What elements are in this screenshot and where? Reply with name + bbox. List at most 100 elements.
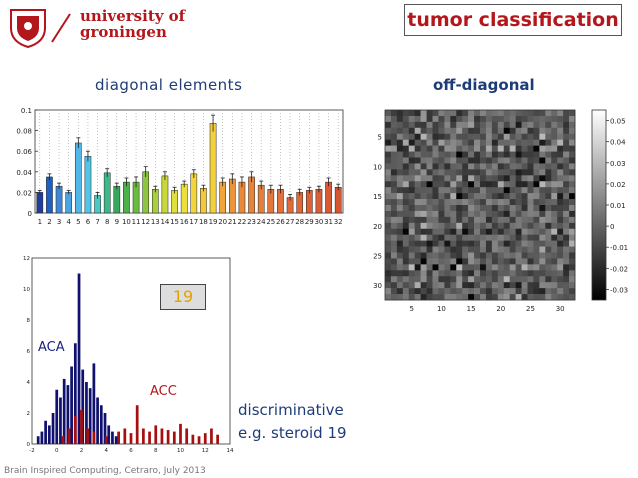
heat-cell [503,288,510,295]
heat-cell [474,246,481,253]
colorbar-tick-label: -0.02 [610,265,628,273]
heat-cell [533,193,540,200]
heat-cell [545,294,552,301]
hist-bar [81,369,85,444]
x-tick-label: 3 [57,218,61,226]
bar [171,190,178,214]
heat-cell [385,193,392,200]
heat-cell [408,181,415,188]
heat-cell [414,145,421,152]
bar [113,185,121,214]
heat-cell [539,294,546,301]
heat-cell [444,205,451,212]
x-tick-label: 0 [55,448,59,454]
heat-cell [485,282,493,289]
heat-cell [545,199,552,206]
heat-cell [420,246,427,253]
heat-cell [480,276,487,283]
heat-cell [426,181,433,188]
heat-cell [444,139,451,146]
heat-cell [485,205,493,212]
heat-cell [551,282,558,289]
hist-bar [154,425,158,444]
heat-cell [468,240,475,247]
heat-cell [515,252,522,259]
heat-cell [390,270,398,277]
heat-cell [545,210,552,218]
heat-cell [545,139,552,146]
heat-cell [426,294,433,301]
heat-cell [491,193,499,200]
heat-cell [491,294,499,301]
heat-cell [569,110,576,117]
heat-cell [557,258,564,265]
hist-bar [185,428,189,444]
heat-cell [462,157,469,164]
heat-cell [462,110,469,117]
heat-cell [414,258,421,265]
heat-cell [474,133,481,140]
heat-cell [527,175,534,182]
heat-cell [420,205,427,212]
heat-cell [497,157,505,164]
x-tick-label: 21 [228,218,237,226]
heat-cell [569,169,576,176]
heat-cell [557,121,564,129]
heat-cell [426,157,433,164]
hist-bar [203,433,207,444]
heat-cell [563,110,570,117]
colorbar-tick-label: 0.03 [610,160,626,168]
heat-cell [385,127,392,135]
heat-cell [414,193,421,200]
heat-cell [527,240,534,247]
heat-cell [521,181,528,188]
heat-cell [390,258,398,265]
heat-cell [385,163,392,170]
heat-cell [497,187,505,194]
heat-cell [414,240,421,247]
heat-cell [450,222,457,230]
heat-cell [438,139,445,146]
heat-cell [539,151,546,158]
heat-cell [468,282,475,289]
heat-cell [390,288,398,295]
hist-bar [88,388,92,444]
heat-cell [390,187,398,194]
heat-cell [450,210,457,218]
x-tick-label: 11 [132,218,141,226]
heat-cell [545,110,552,117]
heat-cell [438,282,445,289]
heat-cell [468,110,475,117]
heat-cell [497,139,505,146]
heat-cell [420,294,427,301]
heat-cell [385,133,392,140]
heat-cell [539,169,546,176]
heat-cell [491,163,499,170]
heat-cell [569,282,576,289]
heat-cell [432,115,439,123]
heat-cell [485,294,493,301]
heat-cell [497,294,505,301]
heat-cell [485,163,493,170]
heat-cell [497,252,505,259]
hist-bar [67,428,71,444]
heat-cell [527,145,534,152]
heat-cell [444,169,451,176]
heat-cell [533,258,540,265]
y-tick-label: 5 [378,134,382,142]
heat-cell [408,252,415,259]
heat-cell [385,228,392,235]
heat-cell [491,151,499,158]
heat-cell [533,205,540,212]
heat-cell [509,127,516,135]
heat-cell [521,187,528,194]
heat-cell [438,234,445,241]
highlight-badge: 19 [160,284,206,310]
heat-cell [521,157,528,164]
x-tick-label: 26 [276,218,285,226]
x-tick-label: 20 [496,305,505,313]
heat-cell [385,181,392,188]
heat-cell [438,127,445,135]
aca-label: ACA [38,340,65,355]
heat-cell [497,258,505,265]
